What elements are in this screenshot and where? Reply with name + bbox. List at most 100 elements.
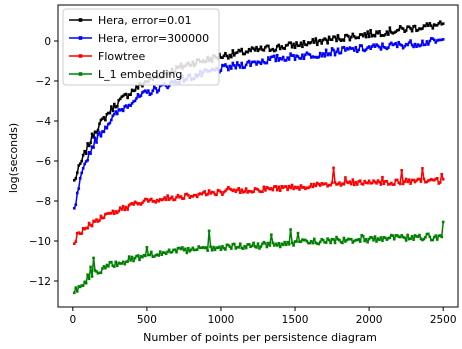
data-point xyxy=(130,201,134,205)
data-point xyxy=(247,189,251,193)
data-point xyxy=(435,238,439,241)
data-point xyxy=(154,87,158,90)
data-point xyxy=(218,245,221,249)
data-point xyxy=(379,34,383,38)
legend-entry: Hera, error=0.01 xyxy=(69,14,192,27)
data-point xyxy=(262,240,266,244)
data-point xyxy=(112,265,116,268)
data-point xyxy=(216,188,220,192)
data-point xyxy=(390,31,393,34)
data-point xyxy=(370,236,374,239)
data-point xyxy=(246,60,249,64)
data-point xyxy=(360,33,364,36)
data-point xyxy=(418,178,421,181)
data-point xyxy=(209,245,212,249)
data-point xyxy=(191,246,195,250)
data-point xyxy=(347,237,350,241)
data-point xyxy=(87,221,91,225)
data-point xyxy=(105,126,109,130)
data-point xyxy=(421,238,424,242)
data-point xyxy=(348,180,352,183)
data-point xyxy=(108,260,112,264)
data-point xyxy=(136,254,140,257)
data-point xyxy=(394,234,398,237)
data-point xyxy=(158,250,162,253)
data-point xyxy=(262,49,266,52)
data-point xyxy=(160,198,164,202)
data-point xyxy=(311,185,315,189)
data-point xyxy=(425,22,429,25)
data-point xyxy=(317,182,321,186)
data-point xyxy=(298,240,301,244)
data-point xyxy=(234,247,238,250)
data-point xyxy=(93,136,97,140)
data-point xyxy=(312,182,316,186)
data-point xyxy=(261,58,264,62)
data-point xyxy=(312,55,316,59)
data-point xyxy=(341,241,344,245)
data-point xyxy=(250,244,254,248)
data-point xyxy=(378,45,381,49)
data-point xyxy=(283,59,286,62)
data-point xyxy=(228,64,232,68)
data-point xyxy=(200,192,204,196)
data-point xyxy=(268,244,272,247)
data-point xyxy=(379,48,383,51)
data-point xyxy=(141,91,144,94)
data-point xyxy=(388,26,392,29)
data-point xyxy=(111,264,115,268)
data-point xyxy=(104,125,107,129)
data-point xyxy=(197,192,201,196)
data-point xyxy=(409,39,412,42)
data-point xyxy=(392,183,396,186)
data-point xyxy=(221,56,224,60)
data-point xyxy=(178,195,181,199)
data-point xyxy=(305,186,309,190)
data-point xyxy=(114,110,118,113)
x-tick-label: 1500 xyxy=(282,314,309,326)
data-point xyxy=(120,108,124,111)
data-point xyxy=(190,194,193,198)
data-point xyxy=(302,57,306,61)
data-point xyxy=(198,246,202,250)
data-point xyxy=(372,238,375,242)
data-point xyxy=(102,115,106,119)
data-point xyxy=(151,89,155,93)
data-point xyxy=(430,24,433,28)
data-point xyxy=(80,232,84,235)
data-point xyxy=(222,64,226,68)
data-point xyxy=(404,29,408,32)
data-point xyxy=(335,50,338,54)
data-point xyxy=(387,237,390,240)
data-point xyxy=(133,89,137,92)
data-point xyxy=(271,47,275,51)
data-point xyxy=(298,56,301,60)
data-point xyxy=(437,182,441,185)
data-point xyxy=(302,185,306,189)
data-point xyxy=(432,235,436,239)
data-point xyxy=(372,179,375,182)
data-point xyxy=(425,232,429,236)
data-point xyxy=(338,51,341,55)
data-point xyxy=(354,36,358,40)
data-point xyxy=(278,245,282,249)
data-point xyxy=(338,37,341,41)
data-point xyxy=(432,178,436,182)
data-point xyxy=(382,182,386,186)
data-point xyxy=(440,172,444,176)
data-point xyxy=(367,237,371,241)
data-point xyxy=(395,178,399,182)
data-point xyxy=(378,30,381,33)
data-point xyxy=(301,238,304,241)
data-point xyxy=(117,108,121,111)
data-point xyxy=(305,51,309,55)
data-point xyxy=(86,226,89,230)
data-point xyxy=(413,234,417,237)
data-point xyxy=(367,35,371,39)
data-point xyxy=(366,240,369,244)
data-point xyxy=(370,34,374,38)
data-point xyxy=(321,238,325,242)
data-point xyxy=(361,183,365,186)
data-point xyxy=(78,176,82,180)
data-point xyxy=(357,180,361,183)
